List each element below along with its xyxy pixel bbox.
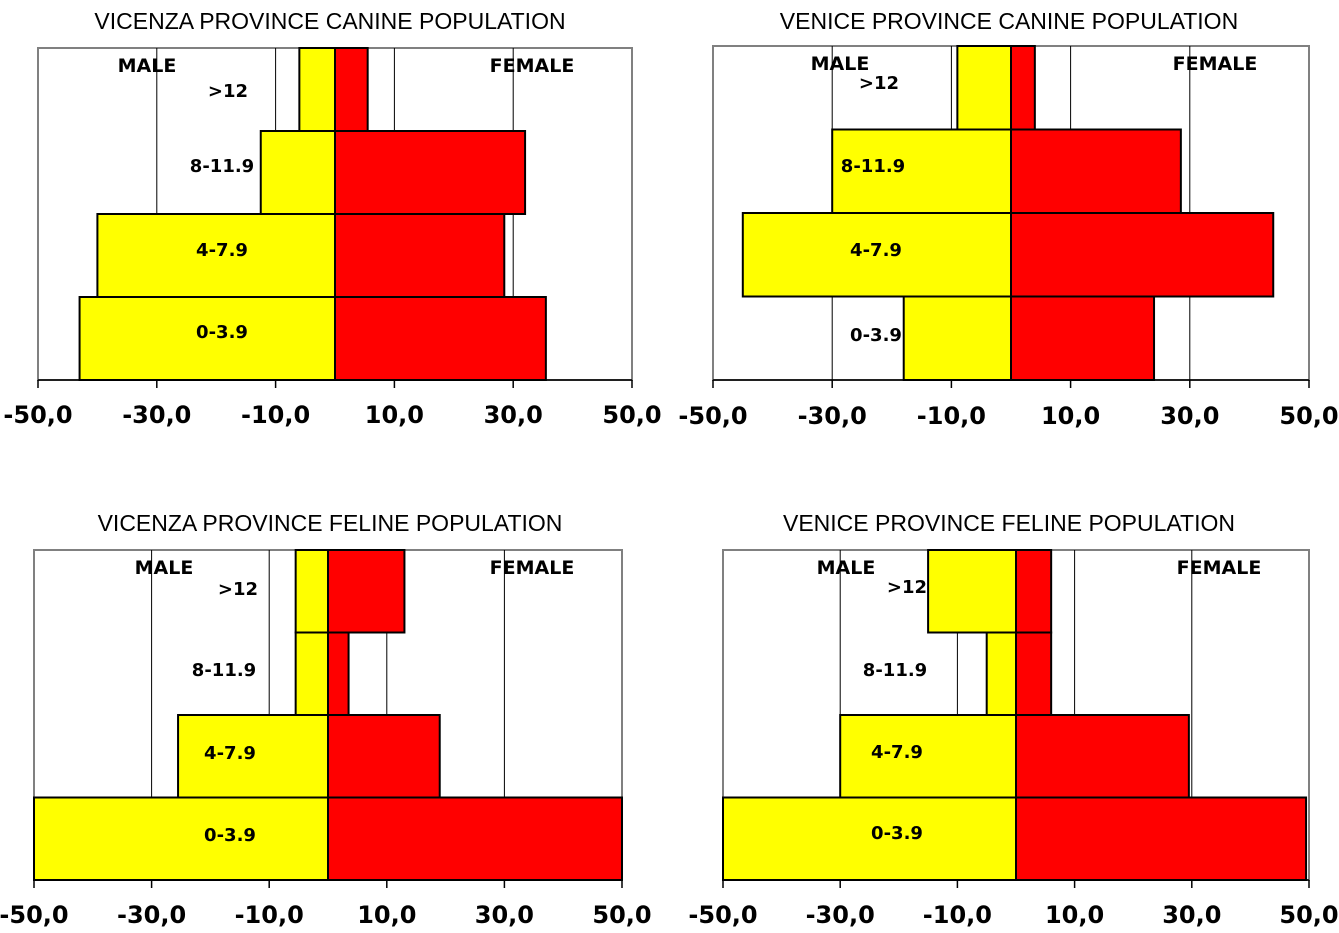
bar-male xyxy=(78,296,336,381)
bar-female xyxy=(327,549,406,634)
chart-title: VENICE PROVINCE CANINE POPULATION xyxy=(779,8,1239,34)
bar-male xyxy=(259,130,336,215)
bar-female xyxy=(1010,212,1275,298)
x-tick-label: 50,0 xyxy=(602,401,661,429)
series-label-male: MALE xyxy=(817,557,876,579)
category-label: 0-3.9 xyxy=(196,322,248,343)
category-label: 0-3.9 xyxy=(204,825,256,846)
bar-female xyxy=(327,714,441,799)
series-label-female: FEMALE xyxy=(490,55,575,77)
pyramid-chart: -50,0 -30,0 -10,0 10,0 30,0 50,0 MALE FEMALE 0-3… xyxy=(688,549,1339,929)
x-tick-label: 30,0 xyxy=(475,901,534,929)
x-tick-label: 10,0 xyxy=(357,901,416,929)
bar-female xyxy=(1010,295,1156,381)
series-label-female: FEMALE xyxy=(1177,557,1262,579)
bar-female xyxy=(334,296,547,381)
chart-vicenza-canine: VICENZA PROVINCE CANINE POPULATION -50,0… xyxy=(0,0,670,460)
x-tick-label: 30,0 xyxy=(1160,402,1219,430)
bar-female xyxy=(334,213,506,298)
category-label: 0-3.9 xyxy=(871,823,923,844)
bar-male xyxy=(722,796,1017,881)
chart-title: VICENZA PROVINCE CANINE POPULATION xyxy=(94,8,566,34)
bar-female xyxy=(327,631,350,716)
series-label-male: MALE xyxy=(135,557,194,579)
bar-female xyxy=(1010,128,1182,214)
x-tick-label: -30,0 xyxy=(798,402,867,430)
bar-male xyxy=(902,295,1012,381)
bar-female xyxy=(1015,796,1308,881)
x-tick-label: 30,0 xyxy=(484,401,543,429)
x-tick-label: -10,0 xyxy=(923,901,992,929)
category-label: 8-11.9 xyxy=(190,156,254,177)
series-label-female: FEMALE xyxy=(490,557,575,579)
bar-male xyxy=(927,549,1018,634)
x-tick-label: -50,0 xyxy=(0,901,69,929)
category-label: >12 xyxy=(859,73,899,94)
x-tick-label: -50,0 xyxy=(688,901,757,929)
series-label-female: FEMALE xyxy=(1173,53,1258,75)
category-label: 4-7.9 xyxy=(850,240,902,261)
chart-venice-feline: VENICE PROVINCE FELINE POPULATION -50,0-… xyxy=(669,466,1339,933)
x-tick-label: -30,0 xyxy=(117,901,186,929)
chart-title: VENICE PROVINCE FELINE POPULATION xyxy=(782,510,1235,536)
x-tick-label: -10,0 xyxy=(917,402,986,430)
category-label: >12 xyxy=(887,577,927,598)
chart-vicenza-feline: VICENZA PROVINCE FELINE POPULATION -50,0… xyxy=(0,466,670,933)
category-label: 0-3.9 xyxy=(850,325,902,346)
series-label-male: MALE xyxy=(811,53,870,75)
chart-venice-canine: VENICE PROVINCE CANINE POPULATION -50,0-… xyxy=(669,0,1339,460)
category-label: 4-7.9 xyxy=(871,742,923,763)
x-tick-label: -30,0 xyxy=(122,401,191,429)
category-label: >12 xyxy=(208,81,248,102)
x-tick-label: -30,0 xyxy=(806,901,875,929)
category-label: 4-7.9 xyxy=(204,743,256,764)
x-tick-label: -10,0 xyxy=(241,401,310,429)
x-tick-label: 10,0 xyxy=(365,401,424,429)
bar-male xyxy=(985,631,1018,716)
bar-male xyxy=(294,549,330,634)
x-tick-label: 50,0 xyxy=(592,901,651,929)
category-label: 8-11.9 xyxy=(192,660,256,681)
bar-female xyxy=(1015,549,1053,634)
bar-male xyxy=(741,212,1013,298)
category-label: 8-11.9 xyxy=(863,660,927,681)
bar-male xyxy=(96,213,337,298)
bar-female xyxy=(1015,631,1053,716)
bar-male xyxy=(956,45,1012,131)
x-tick-label: -10,0 xyxy=(235,901,304,929)
x-tick-label: 30,0 xyxy=(1162,901,1221,929)
category-label: 8-11.9 xyxy=(841,156,905,177)
bar-male xyxy=(294,631,330,716)
pyramid-chart: -50,0 -30,0 -10,0 10,0 30,0 50,0 MALE FEMALE 0-3… xyxy=(678,45,1339,430)
series-label-male: MALE xyxy=(118,55,177,77)
x-tick-label: -50,0 xyxy=(3,401,72,429)
x-tick-label: 10,0 xyxy=(1041,402,1100,430)
bar-male xyxy=(839,714,1017,799)
category-label: >12 xyxy=(218,579,258,600)
bar-female xyxy=(1015,714,1190,799)
bar-female xyxy=(334,130,527,215)
x-tick-label: 50,0 xyxy=(1279,402,1338,430)
bar-male xyxy=(33,796,329,881)
chart-title: VICENZA PROVINCE FELINE POPULATION xyxy=(97,510,563,536)
pyramid-chart: -50,0 -30,0 -10,0 10,0 30,0 50,0 MALE FEMALE 0-3… xyxy=(0,549,652,929)
bar-male xyxy=(831,128,1012,214)
category-label: 4-7.9 xyxy=(196,240,248,261)
bar-female xyxy=(334,47,369,132)
x-tick-label: 50,0 xyxy=(1279,901,1338,929)
x-tick-label: 10,0 xyxy=(1045,901,1104,929)
bar-male xyxy=(298,47,336,132)
x-tick-label: -50,0 xyxy=(678,402,747,430)
bar-female xyxy=(327,796,623,881)
pyramid-chart: -50,0 -30,0 -10,0 10,0 30,0 50,0 MALE FEMALE 0-3… xyxy=(3,47,662,429)
bar-female xyxy=(1010,45,1036,131)
